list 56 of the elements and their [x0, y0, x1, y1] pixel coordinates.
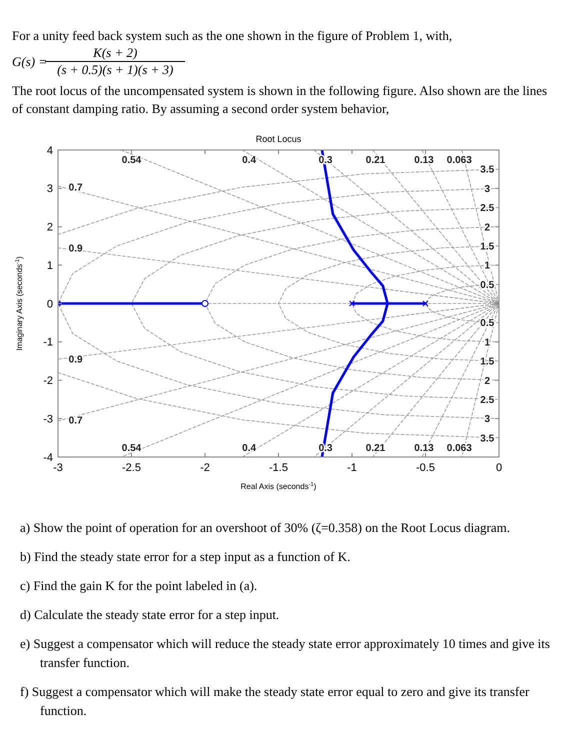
- text: For a unity feed back system such as the one shown in the figure of Problem 1, with,: [12, 28, 454, 44]
- text: G(s) =: [12, 54, 48, 70]
- text: d) Calculate the steady state error for a step input.: [20, 606, 280, 624]
- annotation: 3.5: [480, 164, 495, 176]
- y-tick-label: -1: [43, 336, 53, 349]
- y-tick-label: 3: [46, 183, 53, 196]
- annotation: 0.54: [122, 442, 142, 454]
- text: b) Find the steady state error for a step input as a function of K.: [20, 548, 352, 566]
- annotation: 0.4: [242, 155, 256, 166]
- annotation: 1.5: [480, 356, 495, 368]
- annotation: 0.9: [68, 354, 84, 366]
- text: The root locus of the uncompensated system is shown in the following figure. Also shown are the lines of constant damping ratio. By assuming a second order system behavior,: [12, 82, 548, 118]
- y-tick-label: 4: [46, 144, 53, 157]
- y-tick-label: 2: [46, 222, 53, 234]
- text: a) Show the point of operation for an overshoot of 30% (ζ=0.358) on the Root Locus diagram.: [20, 519, 512, 537]
- annotation: 2: [484, 222, 490, 234]
- annotation: 0.063: [446, 155, 472, 166]
- annotation: 3: [484, 414, 490, 426]
- x-axis-title: Real Axis (seconds$^{-1}$): [240, 482, 317, 491]
- annotation: 3.5: [480, 433, 495, 444]
- x-tick-label: -1.5: [269, 462, 288, 474]
- annotation: 1: [484, 260, 490, 272]
- text: e) Suggest a compensator which will reduce the steady state error approximately 10 times and give its transfer function.: [20, 635, 551, 672]
- y-tick-label: -2: [43, 375, 53, 388]
- chart-title: Root Locus: [256, 134, 302, 144]
- text: K(s + 2): [93, 45, 138, 60]
- text: f) Suggest a compensator which will make the steady state error equal to zero and give its transfer function.: [20, 683, 530, 720]
- y-tick-label: 0: [46, 298, 53, 310]
- annotation: 0.21: [366, 155, 386, 166]
- annotation: 0.5: [480, 280, 495, 291]
- annotation: 0.7: [68, 415, 84, 426]
- annotation: 2.5: [480, 203, 495, 214]
- x-tick-label: 0: [496, 462, 502, 474]
- y-tick-label: -3: [43, 413, 53, 426]
- y-tick-label: 1: [46, 260, 53, 272]
- annotation: 1.5: [480, 241, 495, 252]
- text: c) Find the gain K for the point labeled in (a).: [20, 577, 258, 595]
- annotation: 1: [484, 337, 490, 348]
- annotation: 2: [484, 376, 490, 387]
- x-tick-label: -1: [347, 462, 357, 474]
- annotation: 0.4: [242, 442, 256, 454]
- x-tick-label: -0.5: [416, 462, 435, 474]
- x-tick-label: -2.5: [122, 462, 141, 474]
- y-tick-label: -4: [43, 452, 53, 464]
- annotation: 0.21: [366, 442, 386, 454]
- annotation: 2.5: [480, 394, 495, 406]
- annotation: 0.54: [122, 155, 142, 166]
- annotation: 0.9: [68, 243, 84, 254]
- annotation: 0.5: [480, 318, 495, 330]
- text: (s + 0.5)(s + 1)(s + 3): [56, 62, 174, 78]
- annotation: 0.13: [414, 155, 434, 166]
- annotation: 0.13: [414, 442, 434, 454]
- annotation: 0.063: [446, 442, 472, 454]
- annotation: 3: [484, 184, 490, 195]
- x-tick-label: -2: [200, 462, 210, 474]
- annotation: 0.7: [68, 182, 84, 194]
